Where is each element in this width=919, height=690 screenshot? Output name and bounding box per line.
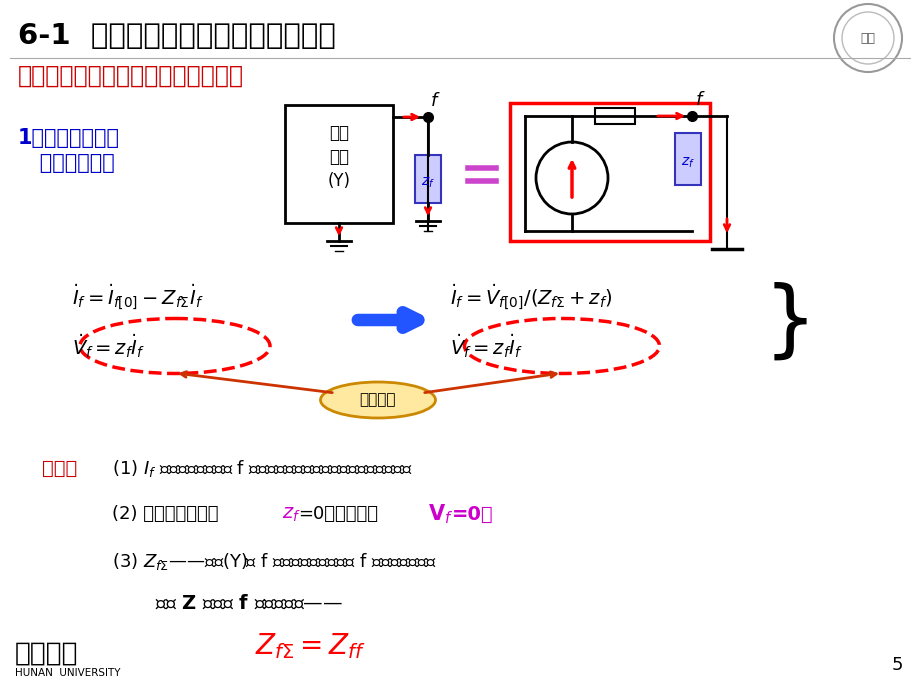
Text: 1、用戴维南定理: 1、用戴维南定理 [18,128,119,148]
FancyBboxPatch shape [595,108,634,124]
Text: 湖大: 湖大 [859,32,875,44]
Text: 注意：: 注意： [42,458,77,477]
Text: 6-1  短路电流计算的基本原理与方法: 6-1 短路电流计算的基本原理与方法 [18,22,335,50]
FancyBboxPatch shape [414,155,440,203]
Text: $Z_{f\Sigma}=Z_{ff}$: $Z_{f\Sigma}=Z_{ff}$ [255,631,365,661]
Text: (Y): (Y) [327,172,350,190]
Text: 有源: 有源 [329,124,348,142]
Text: 边界条件: 边界条件 [359,393,396,408]
Text: HUNAN  UNIVERSITY: HUNAN UNIVERSITY [15,668,120,678]
Text: 5: 5 [891,656,902,674]
Text: $\dot{V}_f = z_f \dot{I}_f$: $\dot{V}_f = z_f \dot{I}_f$ [449,332,522,360]
Text: $z_f$: $z_f$ [282,504,301,524]
Text: 湖南大学: 湖南大学 [15,640,78,665]
Text: 求解短路电流: 求解短路电流 [18,153,115,173]
Text: $z_f$: $z_f$ [680,156,694,170]
Text: 网络: 网络 [329,148,348,166]
Text: $\dot{V}_f = z_f \dot{I}_f$: $\dot{V}_f = z_f \dot{I}_f$ [72,332,144,360]
FancyBboxPatch shape [285,105,392,223]
Text: =0，边界条件: =0，边界条件 [298,505,378,523]
Text: (1) $I_f$ 确定后，即可求得 f 点短路时，网络各节点电压和支路电流；: (1) $I_f$ 确定后，即可求得 f 点短路时，网络各节点电压和支路电流； [112,457,413,478]
Text: $\dot{I}_f = \dot{I}_{f[0]} - Z_{f\Sigma}\dot{I}_f$: $\dot{I}_f = \dot{I}_{f[0]} - Z_{f\Sigma… [72,283,203,313]
Text: }: } [763,282,816,362]
Text: $\mathbf{V}_f$: $\mathbf{V}_f$ [427,502,453,526]
Text: 二、利用节点阻抗矩阵计算短路电流: 二、利用节点阻抗矩阵计算短路电流 [18,64,244,88]
Ellipse shape [320,382,435,418]
Text: (2) 如果金属性短路: (2) 如果金属性短路 [112,505,224,523]
Text: 等于 $\mathbf{Z}$ 矩阵中 $\mathbf{f}$ 节点自阻抗——: 等于 $\mathbf{Z}$ 矩阵中 $\mathbf{f}$ 节点自阻抗—— [154,593,343,613]
Text: $z_f$: $z_f$ [421,176,435,190]
Text: $\dot{I}_f = \dot{V}_{f[0]}/(Z_{f\Sigma} + z_f)$: $\dot{I}_f = \dot{V}_{f[0]}/(Z_{f\Sigma}… [449,283,612,313]
Text: $f$: $f$ [429,92,440,110]
Text: =0！: =0！ [451,504,494,524]
FancyBboxPatch shape [509,103,709,241]
Text: $f$: $f$ [694,91,705,109]
Text: (3) $Z_{f\Sigma}$——网络(Y)对 f 点的组合阻抗，或称 f 点的输入阻抗，: (3) $Z_{f\Sigma}$——网络(Y)对 f 点的组合阻抗，或称 f … [112,551,437,571]
FancyBboxPatch shape [675,133,700,185]
